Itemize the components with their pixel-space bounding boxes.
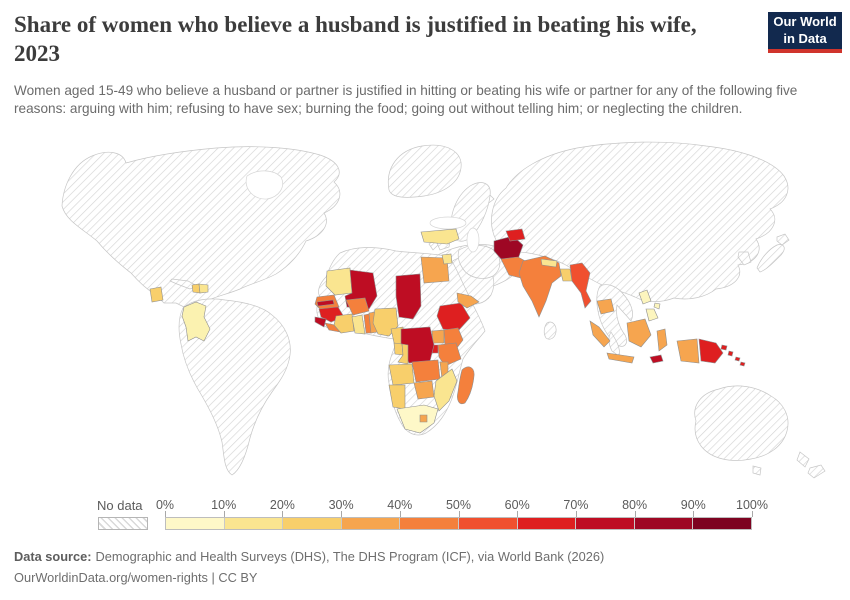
landmass-greenland bbox=[387, 144, 462, 198]
data-countries bbox=[149, 228, 746, 434]
country-burkina-faso[interactable] bbox=[345, 297, 370, 316]
legend-cell-10-20[interactable] bbox=[224, 518, 284, 529]
country-solomon-islands[interactable] bbox=[734, 356, 746, 367]
landmass-iran-central-asia bbox=[457, 245, 501, 279]
tick-label-80: 80% bbox=[622, 498, 648, 512]
owid-logo[interactable]: Our World in Data bbox=[768, 12, 842, 53]
country-myanmar[interactable] bbox=[569, 262, 592, 309]
no-data-swatch[interactable] bbox=[98, 517, 148, 530]
logo-line1: Our World bbox=[773, 14, 837, 30]
landmass-sri-lanka bbox=[543, 321, 557, 340]
tick-label-0: 0% bbox=[155, 498, 175, 512]
country-tanzania[interactable] bbox=[437, 342, 462, 367]
country-cambodia[interactable] bbox=[596, 298, 615, 315]
black-sea bbox=[429, 216, 467, 230]
legend-cell-50-60[interactable] bbox=[458, 518, 518, 529]
tick-mark bbox=[634, 511, 636, 517]
country-dominican-republic[interactable] bbox=[198, 283, 209, 294]
country-guatemala[interactable] bbox=[149, 286, 164, 303]
country-yemen[interactable] bbox=[456, 292, 480, 309]
country-lesotho[interactable] bbox=[419, 414, 428, 423]
tick-label-70: 70% bbox=[563, 498, 589, 512]
license-line[interactable]: OurWorldinData.org/women-rights | CC BY bbox=[14, 570, 258, 585]
chart-subtitle: Women aged 15-49 who believe a husband o… bbox=[14, 83, 798, 117]
tick-label-20: 20% bbox=[269, 498, 295, 512]
landmass-australia bbox=[694, 385, 789, 476]
tick-label-50: 50% bbox=[445, 498, 472, 512]
landmass-new-zealand bbox=[796, 451, 826, 479]
country-gambia[interactable] bbox=[316, 299, 335, 307]
country-namibia[interactable] bbox=[388, 384, 406, 410]
tick-mark bbox=[752, 511, 753, 517]
tick-mark bbox=[341, 511, 343, 517]
country-philippines[interactable] bbox=[638, 289, 661, 322]
country-bangladesh[interactable] bbox=[559, 268, 573, 282]
country-indonesia[interactable] bbox=[589, 318, 700, 364]
country-zambia[interactable] bbox=[411, 359, 441, 383]
country-chad[interactable] bbox=[395, 273, 422, 320]
legend-cell-20-30[interactable] bbox=[283, 518, 342, 529]
legend-cell-70-80[interactable] bbox=[576, 518, 635, 529]
tick-label-40: 40% bbox=[387, 498, 413, 512]
landmass-japan bbox=[756, 233, 790, 273]
landmass-south-america bbox=[178, 298, 291, 476]
legend-colorbar: 0% 10% 20% 30% 40% 50% 60% 70% 80% 90% 1… bbox=[156, 498, 768, 532]
logo-line2: in Data bbox=[783, 30, 827, 46]
legend-cell-60-70[interactable] bbox=[517, 518, 577, 529]
country-timor-leste[interactable] bbox=[649, 354, 664, 364]
caspian-sea bbox=[466, 227, 480, 253]
country-papua-new-guinea[interactable] bbox=[698, 338, 734, 364]
tick-label-100: 100% bbox=[736, 498, 768, 512]
legend-color-cells bbox=[165, 517, 752, 530]
country-turkey[interactable] bbox=[420, 228, 460, 245]
tick-mark bbox=[693, 511, 695, 517]
country-jordan[interactable] bbox=[441, 253, 453, 265]
tick-label-90: 90% bbox=[680, 498, 706, 512]
tick-mark bbox=[282, 511, 284, 517]
country-ghana[interactable] bbox=[351, 314, 366, 335]
data-source-text: Demographic and Health Surveys (DHS), Th… bbox=[95, 549, 605, 564]
tick-mark bbox=[575, 511, 577, 517]
country-mauritania[interactable] bbox=[325, 267, 353, 296]
country-south-africa[interactable] bbox=[396, 404, 439, 434]
tick-mark bbox=[223, 511, 225, 517]
country-egypt[interactable] bbox=[420, 256, 450, 284]
landmass-north-america bbox=[61, 146, 341, 309]
landmass-korea bbox=[737, 251, 752, 266]
country-haiti[interactable] bbox=[191, 283, 201, 294]
legend-cell-40-50[interactable] bbox=[400, 518, 459, 529]
landmass-cuba bbox=[169, 278, 198, 290]
country-uganda[interactable] bbox=[431, 329, 445, 344]
tick-mark bbox=[399, 511, 401, 517]
country-congo[interactable] bbox=[397, 343, 409, 365]
tick-mark bbox=[458, 511, 460, 517]
legend-cell-80-90[interactable] bbox=[634, 518, 694, 529]
country-colombia[interactable] bbox=[181, 301, 211, 342]
country-gabon[interactable] bbox=[393, 342, 404, 356]
legend-cell-30-40[interactable] bbox=[341, 518, 401, 529]
hudson-bay bbox=[245, 170, 283, 200]
country-zimbabwe[interactable] bbox=[413, 380, 435, 400]
country-cote-divoire[interactable] bbox=[333, 313, 355, 334]
country-nepal[interactable] bbox=[540, 258, 558, 268]
tick-mark bbox=[517, 511, 519, 517]
country-angola[interactable] bbox=[388, 363, 415, 386]
country-madagascar[interactable] bbox=[457, 366, 475, 405]
tick-label-10: 10% bbox=[211, 498, 237, 512]
data-source-label: Data source: bbox=[14, 549, 92, 564]
landmass-malay-peninsula bbox=[608, 331, 620, 357]
data-source-line: Data source: Demographic and Health Surve… bbox=[14, 549, 604, 564]
legend-cell-90-100[interactable] bbox=[693, 518, 751, 529]
country-tajikistan[interactable] bbox=[505, 228, 526, 242]
country-sierra-leone[interactable] bbox=[314, 316, 327, 328]
tick-mark bbox=[165, 511, 166, 517]
tick-label-30: 30% bbox=[328, 498, 354, 512]
world-map[interactable] bbox=[0, 135, 850, 495]
legend-cell-0-10[interactable] bbox=[166, 518, 225, 529]
tick-label-60: 60% bbox=[504, 498, 530, 512]
page-title: Share of women who believe a husband is … bbox=[14, 12, 697, 67]
no-data-label: No data bbox=[97, 498, 143, 513]
